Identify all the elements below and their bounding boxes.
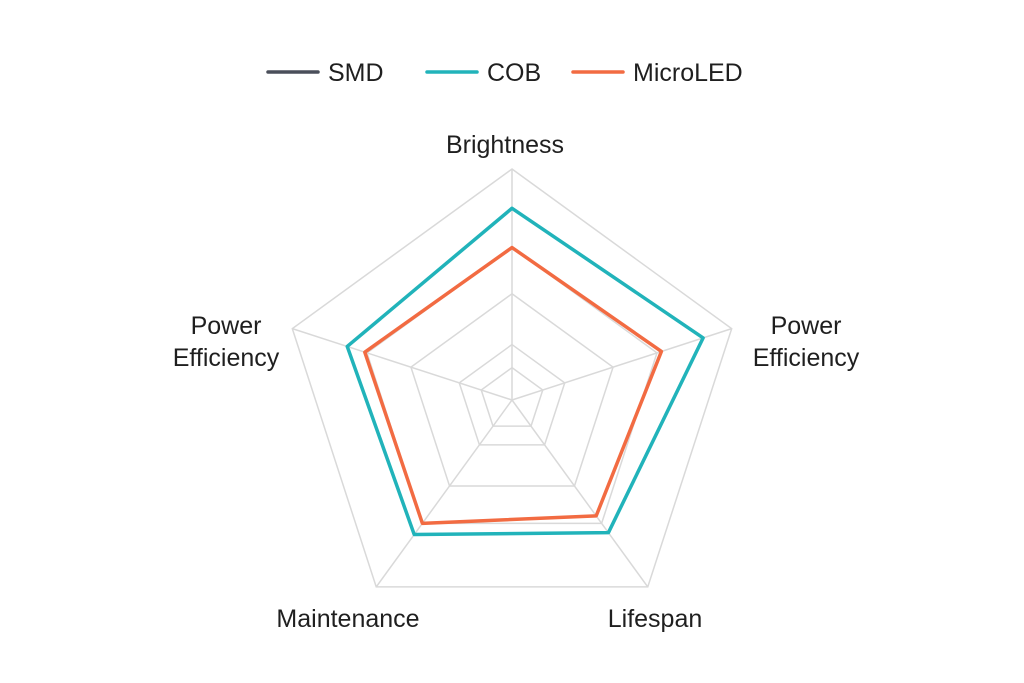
series-layer bbox=[345, 206, 705, 537]
grid-ring-5 bbox=[291, 168, 733, 588]
grid-ring-1 bbox=[480, 366, 544, 427]
axis-label-4: Maintenance bbox=[276, 605, 419, 633]
grid-ring-2 bbox=[458, 343, 566, 446]
grid-spoke-4 bbox=[375, 399, 513, 588]
legend-label-cob: COB bbox=[487, 59, 541, 87]
legend-item-cob: COB bbox=[425, 59, 541, 87]
axis-label-5: Power Efficiency bbox=[173, 312, 280, 372]
grid-spoke-5 bbox=[292, 327, 513, 401]
axis-label-1: Brightness bbox=[446, 131, 564, 159]
legend-label-microled: MicroLED bbox=[633, 59, 743, 87]
axis-labels: Brightness Power Efficiency Lifespan Mainten… bbox=[173, 131, 860, 633]
axis-label-3: Lifespan bbox=[608, 605, 703, 633]
radar-grid bbox=[291, 168, 733, 588]
grid-spoke-2 bbox=[511, 327, 732, 401]
series-cob-line bbox=[345, 206, 705, 537]
series-microled-line bbox=[363, 245, 664, 526]
grid-spoke-3 bbox=[511, 399, 649, 588]
legend-item-smd: SMD bbox=[266, 59, 384, 87]
legend: SMD COB MicroLED bbox=[266, 59, 743, 87]
legend-label-smd: SMD bbox=[328, 59, 384, 87]
axis-label-2: Power Efficiency bbox=[753, 312, 860, 372]
grid-ring-3 bbox=[410, 292, 614, 487]
legend-item-microled: MicroLED bbox=[571, 59, 743, 87]
